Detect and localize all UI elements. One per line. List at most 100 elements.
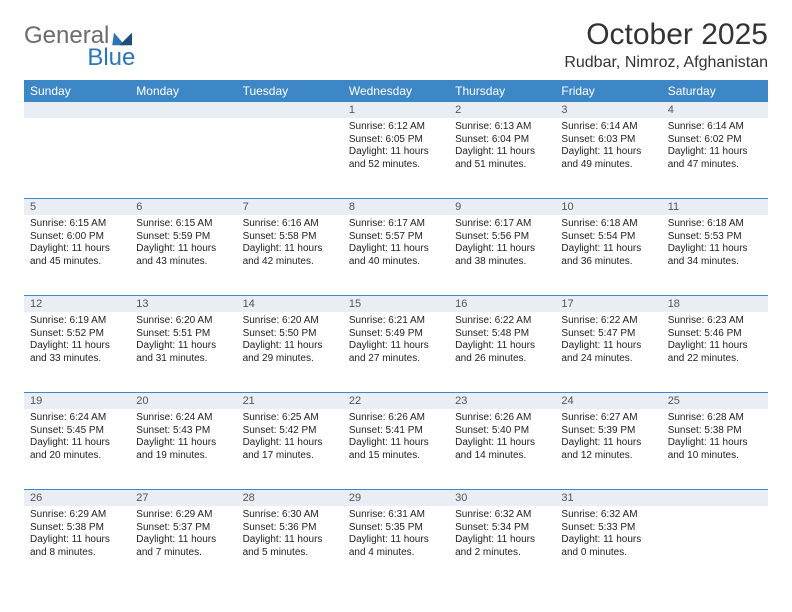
cell-line: Sunset: 5:48 PM bbox=[455, 328, 549, 341]
header: GeneralBlue October 2025 Rudbar, Nimroz,… bbox=[24, 18, 768, 72]
week-row: Sunrise: 6:19 AMSunset: 5:52 PMDaylight:… bbox=[24, 312, 768, 392]
day-cell: Sunrise: 6:29 AMSunset: 5:38 PMDaylight:… bbox=[24, 506, 130, 586]
cell-line: Sunset: 5:59 PM bbox=[136, 231, 230, 244]
dayhead-sun: Sunday bbox=[24, 80, 130, 102]
cell-line: Daylight: 11 hours bbox=[136, 534, 230, 547]
logo: GeneralBlue bbox=[24, 18, 135, 72]
day-number: 2 bbox=[449, 102, 555, 118]
daynum-row: 567891011 bbox=[24, 198, 768, 215]
day-number: 23 bbox=[449, 393, 555, 409]
location: Rudbar, Nimroz, Afghanistan bbox=[564, 54, 768, 72]
day-number: 10 bbox=[555, 199, 661, 215]
cell-line: and 45 minutes. bbox=[30, 256, 124, 269]
cell-line: Sunset: 5:49 PM bbox=[349, 328, 443, 341]
cell-line: Sunrise: 6:18 AM bbox=[668, 218, 762, 231]
cell-line: and 40 minutes. bbox=[349, 256, 443, 269]
cell-line: Sunrise: 6:28 AM bbox=[668, 412, 762, 425]
cell-line: Daylight: 11 hours bbox=[455, 534, 549, 547]
cell-line: Daylight: 11 hours bbox=[668, 340, 762, 353]
cell-line: Sunset: 5:36 PM bbox=[243, 522, 337, 535]
cell-line: Sunset: 5:57 PM bbox=[349, 231, 443, 244]
dayhead-sat: Saturday bbox=[662, 80, 768, 102]
day-number: 5 bbox=[24, 199, 130, 215]
cell-line: Daylight: 11 hours bbox=[30, 340, 124, 353]
day-header-row: Sunday Monday Tuesday Wednesday Thursday… bbox=[24, 80, 768, 102]
dayhead-mon: Monday bbox=[130, 80, 236, 102]
cell-line: Sunset: 5:46 PM bbox=[668, 328, 762, 341]
cell-line: Sunrise: 6:15 AM bbox=[136, 218, 230, 231]
cell-line: and 8 minutes. bbox=[30, 547, 124, 560]
cell-line: and 27 minutes. bbox=[349, 353, 443, 366]
cell-line: Daylight: 11 hours bbox=[455, 146, 549, 159]
cell-line: Sunrise: 6:19 AM bbox=[30, 315, 124, 328]
day-number: 19 bbox=[24, 393, 130, 409]
day-cell: Sunrise: 6:26 AMSunset: 5:41 PMDaylight:… bbox=[343, 409, 449, 489]
cell-line: Sunset: 5:52 PM bbox=[30, 328, 124, 341]
cell-line: Sunrise: 6:26 AM bbox=[455, 412, 549, 425]
cell-line: Daylight: 11 hours bbox=[668, 437, 762, 450]
cell-line: Daylight: 11 hours bbox=[136, 340, 230, 353]
cell-line: Sunrise: 6:20 AM bbox=[136, 315, 230, 328]
cell-line: Daylight: 11 hours bbox=[349, 437, 443, 450]
week-row: Sunrise: 6:24 AM Sunset: 5:45 PM Daylight:… bbox=[24, 409, 768, 489]
cell-line: Sunrise: 6:15 AM bbox=[30, 218, 124, 231]
cell-line: Sunset: 6:05 PM bbox=[349, 134, 443, 147]
cell-line: and 12 minutes. bbox=[561, 450, 655, 463]
day-cell: Sunrise: 6:28 AMSunset: 5:38 PMDaylight:… bbox=[662, 409, 768, 489]
cell-line: Sunset: 5:50 PM bbox=[243, 328, 337, 341]
cell-line: Sunrise: 6:17 AM bbox=[455, 218, 549, 231]
day-number: 22 bbox=[343, 393, 449, 409]
cell-line: Daylight: 11 hours bbox=[349, 534, 443, 547]
cell-line: and 43 minutes. bbox=[136, 256, 230, 269]
cell-line: and 52 minutes. bbox=[349, 159, 443, 172]
day-number: 8 bbox=[343, 199, 449, 215]
day-number: 17 bbox=[555, 296, 661, 312]
cell-line: Daylight: 11 hours bbox=[349, 243, 443, 256]
cell-line: Daylight: 11 hours bbox=[349, 146, 443, 159]
week-row: Sunrise: 6:12 AMSunset: 6:05 PMDaylight:… bbox=[24, 118, 768, 198]
cell-line: and 15 minutes. bbox=[349, 450, 443, 463]
day-cell: Sunrise: 6:22 AMSunset: 5:47 PMDaylight:… bbox=[555, 312, 661, 392]
day-cell: Sunrise: 6:32 AMSunset: 5:34 PMDaylight:… bbox=[449, 506, 555, 586]
day-number bbox=[130, 102, 236, 118]
day-cell: Sunrise: 6:15 AMSunset: 5:59 PMDaylight:… bbox=[130, 215, 236, 295]
day-number: 13 bbox=[130, 296, 236, 312]
cell-line: Sunrise: 6:13 AM bbox=[455, 121, 549, 134]
day-number: 20 bbox=[130, 393, 236, 409]
day-cell: Sunrise: 6:17 AMSunset: 5:57 PMDaylight:… bbox=[343, 215, 449, 295]
cell-line: Sunrise: 6:17 AM bbox=[349, 218, 443, 231]
cell-line: Sunrise: 6:18 AM bbox=[561, 218, 655, 231]
cell-line: Daylight: 11 hours bbox=[561, 437, 655, 450]
cell-line: Sunset: 6:02 PM bbox=[668, 134, 762, 147]
dayhead-tue: Tuesday bbox=[237, 80, 343, 102]
cell-line: Sunset: 5:45 PM bbox=[30, 425, 124, 438]
cell-line: Sunset: 5:58 PM bbox=[243, 231, 337, 244]
cell-line: Daylight: 11 hours bbox=[668, 243, 762, 256]
cell-line: Sunset: 5:38 PM bbox=[668, 425, 762, 438]
cell-line: and 17 minutes. bbox=[243, 450, 337, 463]
day-cell: Sunrise: 6:13 AMSunset: 6:04 PMDaylight:… bbox=[449, 118, 555, 198]
day-number: 1 bbox=[343, 102, 449, 118]
day-number: 29 bbox=[343, 490, 449, 506]
cell-line: and 26 minutes. bbox=[455, 353, 549, 366]
day-number: 12 bbox=[24, 296, 130, 312]
day-cell: Sunrise: 6:24 AMSunset: 5:45 PMDaylight:… bbox=[24, 409, 130, 489]
cell-line: and 42 minutes. bbox=[243, 256, 337, 269]
cell-line: Daylight: 11 hours bbox=[243, 243, 337, 256]
cell-line: Sunrise: 6:24 AM bbox=[136, 412, 230, 425]
day-cell: Sunrise: 6:19 AMSunset: 5:52 PMDaylight:… bbox=[24, 312, 130, 392]
cell-line: Daylight: 11 hours bbox=[30, 534, 124, 547]
dayhead-thu: Thursday bbox=[449, 80, 555, 102]
day-cell: Sunrise: 6:22 AMSunset: 5:48 PMDaylight:… bbox=[449, 312, 555, 392]
month-title: October 2025 bbox=[564, 18, 768, 52]
cell-line: Daylight: 11 hours bbox=[455, 437, 549, 450]
cell-line: and 24 minutes. bbox=[561, 353, 655, 366]
day-cell: Sunrise: 6:30 AMSunset: 5:36 PMDaylight:… bbox=[237, 506, 343, 586]
cell-line: Sunrise: 6:30 AM bbox=[243, 509, 337, 522]
cell-line: Daylight: 11 hours bbox=[243, 340, 337, 353]
day-number: 3 bbox=[555, 102, 661, 118]
cell-line: Sunset: 5:38 PM bbox=[30, 522, 124, 535]
day-cell: Sunrise: 6:15 AMSunset: 6:00 PMDaylight:… bbox=[24, 215, 130, 295]
cell-line: Sunset: 6:00 PM bbox=[30, 231, 124, 244]
cell-line: and 36 minutes. bbox=[561, 256, 655, 269]
